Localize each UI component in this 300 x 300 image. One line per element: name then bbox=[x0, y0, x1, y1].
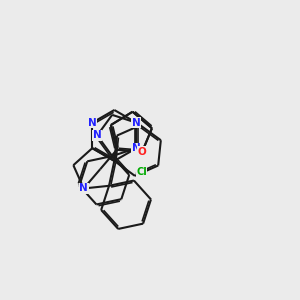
Text: N: N bbox=[88, 118, 97, 128]
Text: N: N bbox=[132, 118, 141, 128]
Text: N: N bbox=[132, 143, 141, 153]
Text: N: N bbox=[93, 130, 102, 140]
Text: Cl: Cl bbox=[136, 167, 147, 177]
Text: O: O bbox=[138, 147, 147, 157]
Text: N: N bbox=[79, 184, 88, 194]
